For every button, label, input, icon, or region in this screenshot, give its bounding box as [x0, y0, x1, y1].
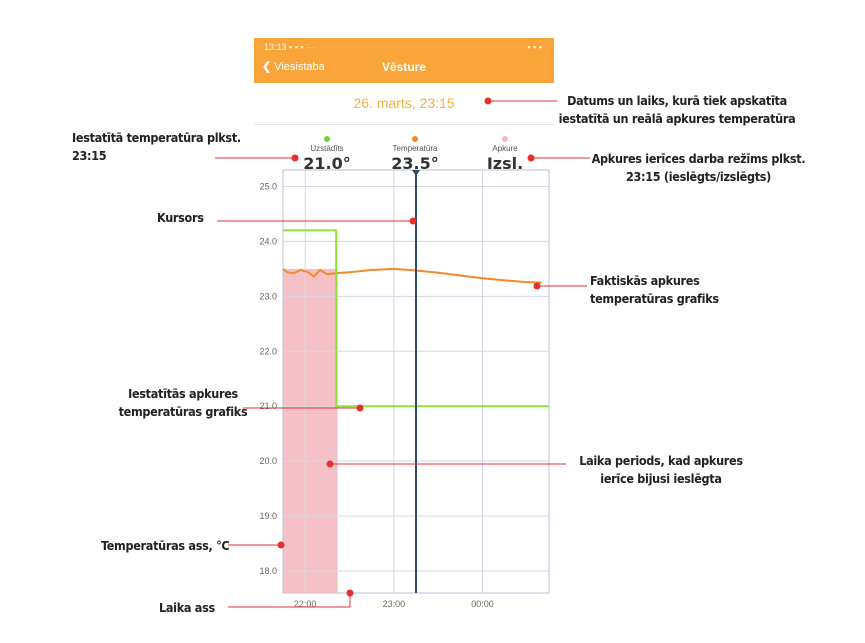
annotation-cursor: Kursors [157, 210, 204, 225]
temperature-dot-icon [412, 136, 418, 142]
callout-dot [527, 154, 535, 162]
selected-datetime: 26. marts, 23:15 [353, 95, 455, 111]
stat-heating: Apkure Izsl. [465, 136, 545, 173]
callout-dot [484, 97, 492, 105]
callout-dot [277, 541, 285, 549]
status-bar-time: 13:13 ▪ ▪ ▪ ··· [264, 42, 316, 52]
cursor-handle-icon [412, 170, 420, 176]
x-tick-label: 00:00 [471, 599, 494, 609]
annotation-y-axis: Temperatūras ass, °C [101, 538, 230, 553]
annotation-setpoint-graph: Iestatītās apkures temperatūras grafiks [118, 386, 248, 419]
callout-dot [409, 217, 417, 225]
y-tick-label: 21.0 [259, 401, 277, 411]
annotation-actual-graph: Faktiskās apkures temperatūras grafiks [590, 273, 719, 306]
annotation-heating-period: Laika periods, kad apkures ierīce bijusi… [579, 453, 743, 486]
y-tick-label: 18.0 [259, 566, 277, 576]
callout-dot [326, 460, 334, 468]
y-tick-label: 24.0 [259, 236, 277, 246]
heating-dot-icon [502, 136, 508, 142]
callout-dot [346, 589, 354, 597]
callout-dot [291, 154, 299, 162]
stat-setpoint-label: Uzstādīts [310, 144, 344, 153]
y-tick-label: 20.0 [259, 456, 277, 466]
divider [254, 124, 554, 125]
annotation-x-axis: Laika ass [159, 600, 215, 615]
stat-heating-value: Izsl. [486, 154, 524, 173]
back-label: Viesistaba [274, 60, 325, 73]
y-tick-label: 22.0 [259, 346, 277, 356]
actual-temperature-line [282, 267, 542, 284]
setpoint-temperature-line [283, 229, 549, 408]
chevron-left-icon: ❮ [262, 61, 272, 73]
annotation-setpoint-time: Iestatītā temperatūra plkst. 23:15 [72, 130, 241, 163]
stat-heating-label: Apkure [492, 144, 518, 153]
callout-dot [533, 282, 541, 290]
stat-temperature-value: 23.5° [391, 154, 439, 173]
annotation-heating-mode: Apkures ierīces darba režīms plkst. 23:1… [591, 151, 806, 184]
stat-temperature-label: Temperatūra [392, 144, 438, 153]
app-bar: 13:13 ▪ ▪ ▪ ··· ▪ ▪ ▪ ❮ Viesistaba Vēstu… [254, 38, 554, 83]
y-tick-label: 23.0 [259, 291, 277, 301]
y-tick-label: 19.0 [259, 511, 277, 521]
y-tick-label: 25.0 [259, 181, 277, 191]
x-tick-label: 23:00 [383, 599, 406, 609]
back-button[interactable]: ❮ Viesistaba [262, 60, 325, 74]
status-bar-icons: ▪ ▪ ▪ [527, 42, 542, 52]
stat-setpoint: Uzstādīts 21.0° [287, 136, 367, 173]
stat-setpoint-value: 21.0° [303, 154, 351, 173]
annotation-datetime: Datums un laiks, kurā tiek apskatīta ies… [558, 93, 796, 126]
callout-dot [356, 404, 364, 412]
heating-on-region [283, 268, 338, 593]
x-tick-label: 22:00 [294, 599, 317, 609]
page-title: Vēsture [381, 60, 427, 74]
setpoint-dot-icon [324, 136, 330, 142]
stat-temperature: Temperatūra 23.5° [375, 136, 455, 173]
